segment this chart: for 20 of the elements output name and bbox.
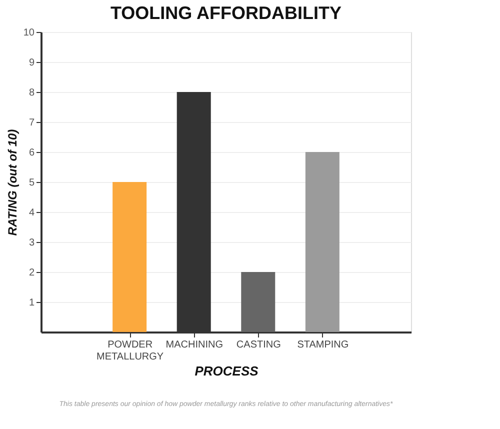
chart-title: TOOLING AFFORDABILITY xyxy=(110,3,342,23)
y-axis-title: RATING (out of 10) xyxy=(5,129,20,236)
x-tick-label: CASTING xyxy=(236,340,282,350)
y-tick-label: 8 xyxy=(28,88,35,98)
x-tick-label: POWDER METALLURGY xyxy=(96,340,164,362)
y-tick-label: 4 xyxy=(28,208,35,218)
y-tick-label: 3 xyxy=(28,238,35,248)
bar xyxy=(305,152,340,332)
y-tick-label: 6 xyxy=(28,148,35,158)
bar xyxy=(241,272,276,332)
bar xyxy=(112,182,147,332)
y-tick-label: 7 xyxy=(28,118,35,128)
x-tick-label: MACHINING xyxy=(166,340,224,350)
y-tick-label: 5 xyxy=(28,178,35,188)
x-axis-title: PROCESS xyxy=(194,364,259,378)
y-tick-label: 9 xyxy=(28,58,35,68)
y-tick-label: 10 xyxy=(23,28,35,38)
y-tick-label: 1 xyxy=(28,298,35,308)
x-tick-label: STAMPING xyxy=(297,340,349,350)
y-tick-label: 2 xyxy=(28,268,35,278)
